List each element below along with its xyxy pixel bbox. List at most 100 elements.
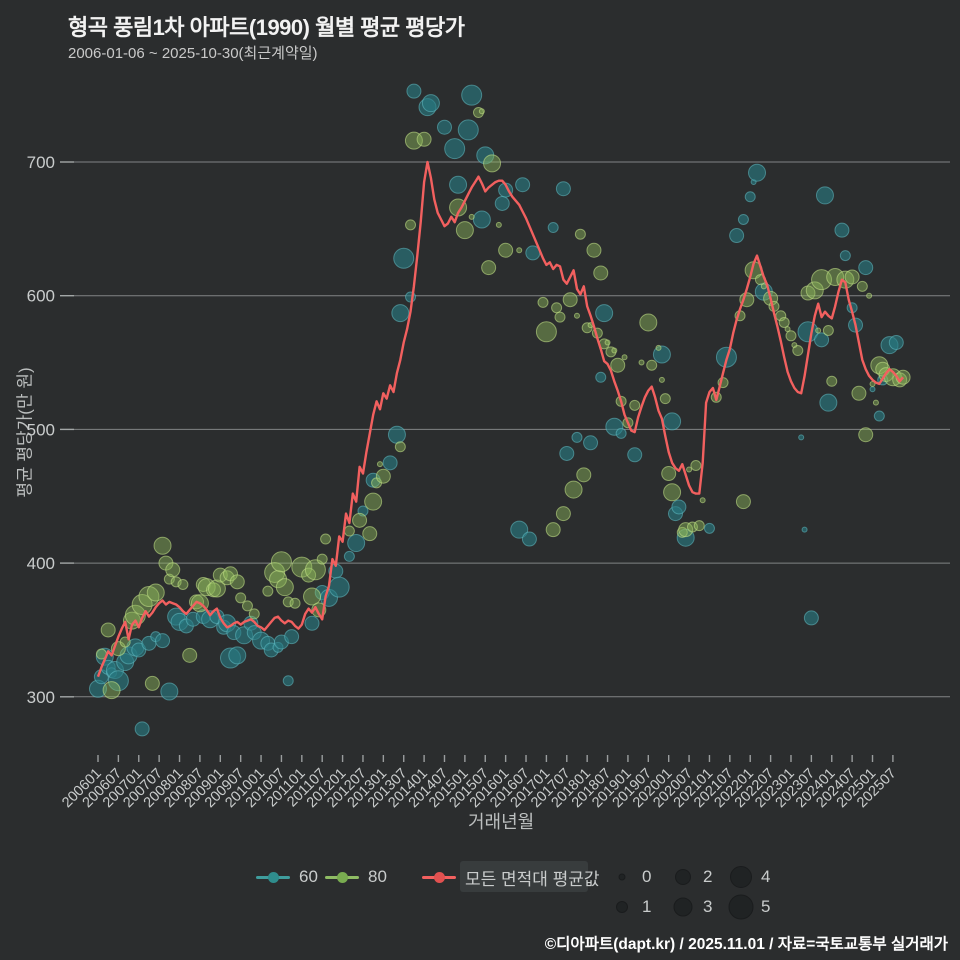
bubble-60[interactable] <box>819 393 838 412</box>
bubble-60[interactable] <box>472 210 491 229</box>
bubble-60[interactable] <box>595 371 607 383</box>
bubble-80[interactable] <box>182 647 198 663</box>
bubble-60[interactable] <box>834 222 850 238</box>
bubble-60[interactable] <box>510 520 529 539</box>
bubble-80[interactable] <box>537 296 549 308</box>
bubble-80[interactable] <box>639 313 658 332</box>
bubble-60[interactable] <box>521 531 537 547</box>
bubble-80[interactable] <box>686 521 698 533</box>
bubble-60[interactable] <box>387 425 406 444</box>
bubble-80[interactable] <box>658 376 665 383</box>
bubble-60[interactable] <box>703 522 715 534</box>
bubble-80[interactable] <box>262 585 274 597</box>
bubble-80[interactable] <box>516 247 523 254</box>
bubble-80[interactable] <box>676 526 688 538</box>
bubble-80[interactable] <box>805 281 824 300</box>
bubble-80[interactable] <box>478 108 485 115</box>
bubble-80[interactable] <box>646 359 658 371</box>
bubble-60[interactable] <box>284 629 300 645</box>
bubble-60[interactable] <box>421 94 440 113</box>
bubble-60[interactable] <box>873 410 885 422</box>
bubble-60[interactable] <box>798 434 805 441</box>
bubble-60[interactable] <box>343 550 355 562</box>
bubble-80[interactable] <box>376 461 383 468</box>
bubble-80[interactable] <box>858 427 874 443</box>
bubble-80[interactable] <box>207 579 226 598</box>
bubble-80[interactable] <box>495 221 502 228</box>
bubble-80[interactable] <box>416 131 432 147</box>
bubble-80[interactable] <box>678 522 694 538</box>
bubble-80[interactable] <box>555 506 571 522</box>
bubble-80[interactable] <box>638 359 645 366</box>
bubble-80[interactable] <box>498 242 514 258</box>
bubble-80[interactable] <box>822 324 834 336</box>
bubble-80[interactable] <box>170 576 182 588</box>
bubble-80[interactable] <box>686 466 693 473</box>
bubble-60[interactable] <box>744 191 756 203</box>
bubble-80[interactable] <box>792 345 804 357</box>
bubble-80[interactable] <box>611 347 618 354</box>
legend-item-80[interactable]: 80 <box>325 866 387 888</box>
bubble-80[interactable] <box>100 622 116 638</box>
bubble-80[interactable] <box>562 292 578 308</box>
bubble-60[interactable] <box>282 675 294 687</box>
bubble-60[interactable] <box>436 119 452 135</box>
bubble-60[interactable] <box>347 534 366 553</box>
bubble-80[interactable] <box>275 578 294 597</box>
bubble-60[interactable] <box>155 633 171 649</box>
bubble-60[interactable] <box>107 670 129 692</box>
bubble-80[interactable] <box>352 512 368 528</box>
bubble-80[interactable] <box>593 265 609 281</box>
bubble-80[interactable] <box>282 596 294 608</box>
bubble-80[interactable] <box>102 681 121 700</box>
bubble-80[interactable] <box>851 385 867 401</box>
bubble-80[interactable] <box>165 562 181 578</box>
bubble-80[interactable] <box>655 344 662 351</box>
bubble-60[interactable] <box>547 222 559 234</box>
bubble-80[interactable] <box>574 228 586 240</box>
bubble-80[interactable] <box>545 522 561 538</box>
bubble-60[interactable] <box>671 499 687 515</box>
bubble-80[interactable] <box>343 525 355 537</box>
bubble-80[interactable] <box>472 107 484 119</box>
bubble-80[interactable] <box>405 219 417 231</box>
bubble-80[interactable] <box>735 494 751 510</box>
bubble-60[interactable] <box>461 84 483 106</box>
bubble-80[interactable] <box>564 480 583 499</box>
bubble-60[interactable] <box>814 332 830 348</box>
bubble-80[interactable] <box>394 441 406 453</box>
bubble-80[interactable] <box>303 587 322 606</box>
bubble-80[interactable] <box>586 242 602 258</box>
bubble-80[interactable] <box>778 316 790 328</box>
bubble-80[interactable] <box>316 553 328 565</box>
bubble-80[interactable] <box>785 330 797 342</box>
bubble-60[interactable] <box>555 181 571 197</box>
bubble-60[interactable] <box>515 177 531 193</box>
bubble-80[interactable] <box>693 520 705 532</box>
bubble-60[interactable] <box>457 119 479 141</box>
bubble-80[interactable] <box>364 492 383 511</box>
bubble-80[interactable] <box>362 526 378 542</box>
bubble-60[interactable] <box>304 615 320 631</box>
bubble-80[interactable] <box>146 583 165 602</box>
legend-item-60[interactable]: 60 <box>256 866 318 888</box>
bubble-60[interactable] <box>729 228 745 244</box>
bubble-60[interactable] <box>449 175 468 194</box>
bubble-80[interactable] <box>375 468 391 484</box>
bubble-80[interactable] <box>241 600 253 612</box>
bubble-80[interactable] <box>826 267 845 286</box>
bubble-60[interactable] <box>583 435 599 451</box>
bubble-80[interactable] <box>605 346 617 358</box>
bubble-60[interactable] <box>615 427 627 439</box>
bubble-80[interactable] <box>131 594 153 616</box>
bubble-80[interactable] <box>604 339 611 346</box>
bubble-80[interactable] <box>468 213 475 220</box>
bubble-60[interactable] <box>571 431 583 443</box>
bubble-60[interactable] <box>328 576 350 598</box>
bubble-80[interactable] <box>235 592 247 604</box>
bubble-80[interactable] <box>815 327 822 334</box>
bubble-60[interactable] <box>801 526 808 533</box>
bubble-80[interactable] <box>177 578 189 590</box>
bubble-60[interactable] <box>869 386 876 393</box>
bubble-80[interactable] <box>872 399 879 406</box>
